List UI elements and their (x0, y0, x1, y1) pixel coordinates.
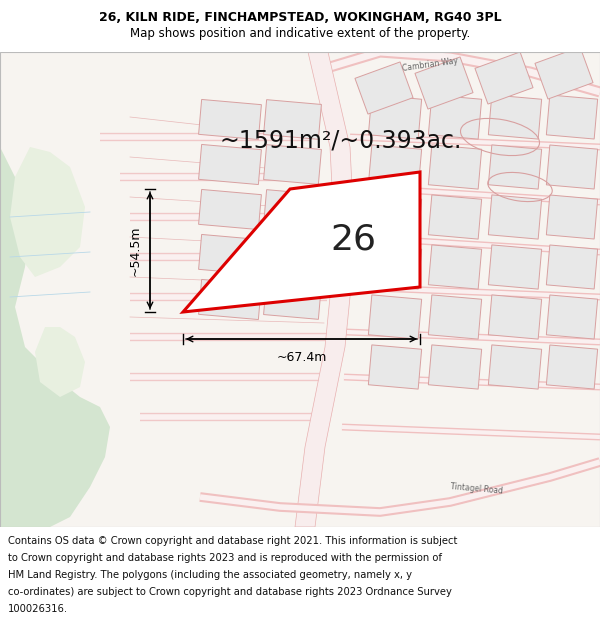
Polygon shape (488, 145, 542, 189)
Polygon shape (35, 327, 85, 397)
Polygon shape (199, 189, 262, 229)
Polygon shape (547, 145, 598, 189)
Polygon shape (428, 95, 482, 139)
Polygon shape (199, 279, 262, 319)
Polygon shape (488, 245, 542, 289)
Polygon shape (199, 144, 262, 184)
Polygon shape (547, 245, 598, 289)
Polygon shape (547, 345, 598, 389)
Text: ~54.5m: ~54.5m (129, 225, 142, 276)
Polygon shape (263, 99, 322, 139)
Polygon shape (475, 52, 533, 104)
Text: co-ordinates) are subject to Crown copyright and database rights 2023 Ordnance S: co-ordinates) are subject to Crown copyr… (8, 588, 452, 598)
Polygon shape (368, 195, 422, 239)
Polygon shape (295, 52, 355, 527)
Polygon shape (263, 234, 322, 274)
Polygon shape (355, 62, 413, 114)
Text: Map shows position and indicative extent of the property.: Map shows position and indicative extent… (130, 26, 470, 39)
Text: ~67.4m: ~67.4m (277, 351, 326, 364)
Polygon shape (368, 95, 422, 139)
Polygon shape (0, 52, 110, 527)
Polygon shape (488, 295, 542, 339)
Text: 26, KILN RIDE, FINCHAMPSTEAD, WOKINGHAM, RG40 3PL: 26, KILN RIDE, FINCHAMPSTEAD, WOKINGHAM,… (98, 11, 502, 24)
Polygon shape (368, 295, 422, 339)
Polygon shape (428, 145, 482, 189)
Text: HM Land Registry. The polygons (including the associated geometry, namely x, y: HM Land Registry. The polygons (includin… (8, 570, 412, 580)
Text: Contains OS data © Crown copyright and database right 2021. This information is : Contains OS data © Crown copyright and d… (8, 536, 457, 546)
Polygon shape (368, 245, 422, 289)
Polygon shape (10, 147, 85, 277)
Polygon shape (488, 195, 542, 239)
Polygon shape (263, 144, 322, 184)
Polygon shape (428, 245, 482, 289)
Polygon shape (547, 295, 598, 339)
Polygon shape (263, 279, 322, 319)
Polygon shape (488, 345, 542, 389)
Text: to Crown copyright and database rights 2023 and is reproduced with the permissio: to Crown copyright and database rights 2… (8, 553, 442, 563)
Text: ~1591m²/~0.393ac.: ~1591m²/~0.393ac. (220, 128, 463, 152)
Polygon shape (368, 345, 422, 389)
Polygon shape (183, 172, 420, 312)
Polygon shape (547, 195, 598, 239)
Text: 26: 26 (330, 223, 376, 257)
Text: Cambrian Way: Cambrian Way (401, 57, 458, 73)
Polygon shape (263, 189, 322, 229)
Polygon shape (488, 95, 542, 139)
Text: Kiln Ride: Kiln Ride (314, 199, 329, 234)
Polygon shape (535, 47, 593, 99)
Polygon shape (368, 145, 422, 189)
Text: 100026316.: 100026316. (8, 604, 68, 614)
Polygon shape (428, 195, 482, 239)
Polygon shape (415, 57, 473, 109)
Polygon shape (547, 95, 598, 139)
Polygon shape (428, 345, 482, 389)
Polygon shape (199, 234, 262, 274)
Text: Tintagel Road: Tintagel Road (450, 482, 503, 496)
Polygon shape (428, 295, 482, 339)
Polygon shape (199, 99, 262, 139)
